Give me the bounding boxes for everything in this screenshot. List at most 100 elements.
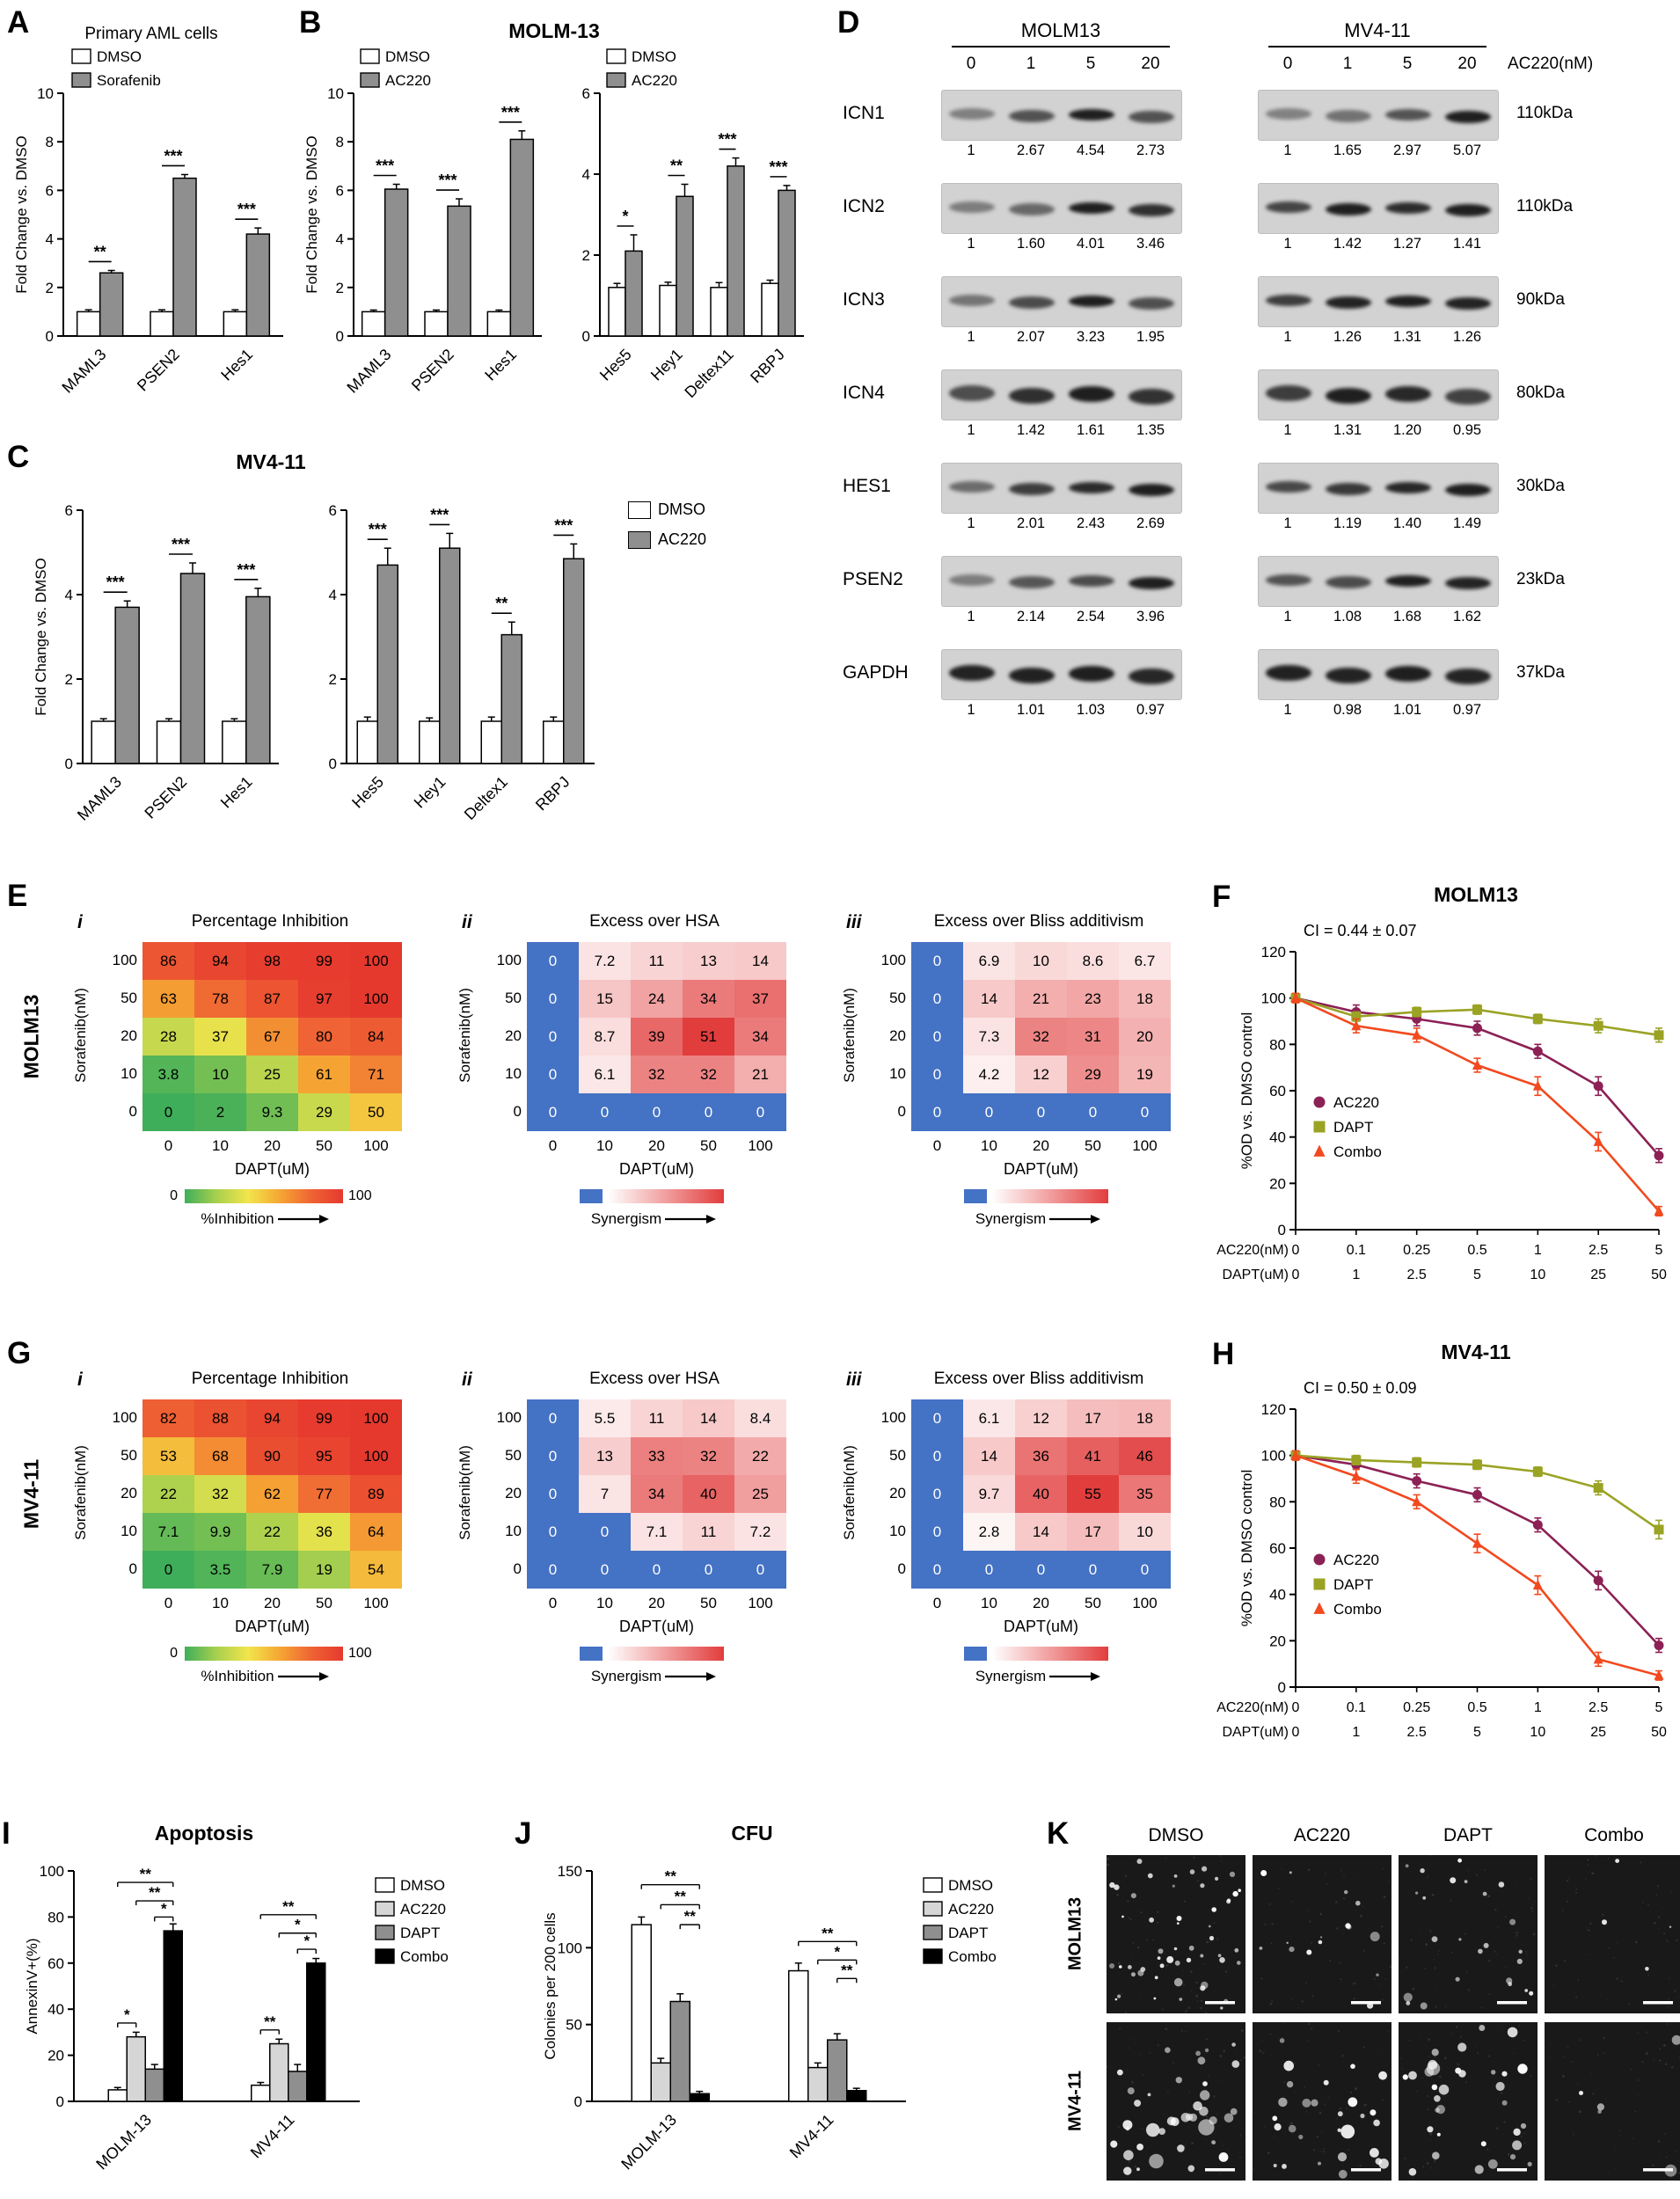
heat-row-tick: 0 xyxy=(513,1560,522,1577)
speck xyxy=(1262,2040,1264,2042)
heat-cell: 9.3 xyxy=(246,1093,298,1131)
speck xyxy=(1659,2048,1662,2050)
speck xyxy=(1320,2130,1323,2133)
shape xyxy=(1091,1215,1101,1224)
panel-j-title: CFU xyxy=(731,1822,773,1845)
speck xyxy=(1141,2128,1143,2130)
heatmap-block-i: i Percentage Inhibition 82 88 94 99 100 53 68 90 9… xyxy=(55,1368,435,1711)
colony-dot xyxy=(1278,2097,1288,2108)
y-tick-label: 0 xyxy=(1278,1222,1286,1238)
heat-cell: 10 xyxy=(1015,942,1067,980)
speck xyxy=(1341,1932,1344,1935)
legend-label: Combo xyxy=(948,1948,997,1965)
speck xyxy=(1552,1985,1554,1987)
blot-quant-value: 1.01 xyxy=(1392,702,1422,718)
heat-col-tick: 50 xyxy=(1085,1137,1101,1154)
heat-cell: 0 xyxy=(911,942,963,980)
colony-dot xyxy=(1114,1884,1120,1890)
speck xyxy=(1120,1992,1123,1996)
speck xyxy=(1670,1891,1673,1893)
x-category-label: PSEN2 xyxy=(408,346,457,395)
heatmap-title: Excess over Bliss additivism xyxy=(933,912,1144,931)
speck xyxy=(1592,2093,1595,2095)
x-category-label: MV4-11 xyxy=(247,2111,298,2162)
panel-d-letter: D xyxy=(837,5,860,40)
blot-quant-value: 4.54 xyxy=(1076,142,1106,158)
speck xyxy=(1185,2031,1187,2033)
blot-quant-value: 2.73 xyxy=(1136,142,1165,158)
heat-cell: 0 xyxy=(911,1551,963,1589)
heat-cell: 0 xyxy=(1119,1093,1171,1131)
colony-dot xyxy=(1436,2132,1441,2137)
scale-bar xyxy=(1205,2168,1235,2172)
speck xyxy=(1213,2095,1216,2098)
speck xyxy=(1205,2038,1209,2041)
marker-triangle xyxy=(1532,1080,1543,1091)
speck xyxy=(1131,2081,1134,2084)
heat-cell: 19 xyxy=(298,1551,350,1589)
dose-label: 1 xyxy=(1026,55,1036,73)
heat-cell: 0 xyxy=(911,1018,963,1056)
blot-quant-value: 3.96 xyxy=(1136,609,1165,625)
blot-PSEN2-MOLM13 xyxy=(941,556,1182,607)
protein-label-ICN4: ICN4 xyxy=(843,383,885,403)
legend-label: Combo xyxy=(1333,1601,1382,1618)
heat-cell: 0 xyxy=(911,980,963,1018)
speck xyxy=(1301,1999,1304,2003)
colony-dot xyxy=(1671,2035,1680,2045)
scale-bar xyxy=(1643,2168,1673,2172)
heat-cell: 39 xyxy=(631,1018,683,1056)
speck xyxy=(1435,1989,1436,1991)
y-tick-label: 100 xyxy=(40,1863,64,1880)
heat-cell: 34 xyxy=(631,1475,683,1513)
speck xyxy=(1200,2006,1202,2009)
blot-quant-value: 1.65 xyxy=(1333,142,1362,158)
heat-col-axis-label: DAPT(uM) xyxy=(1004,1160,1078,1178)
speck xyxy=(1107,1857,1109,1860)
speck xyxy=(1267,2152,1270,2155)
heat-cell: 3.8 xyxy=(142,1056,194,1093)
speck xyxy=(1304,2086,1306,2088)
speck xyxy=(1269,2033,1272,2035)
panel-a: A Primary AML cells 0 2 4 6 8 10 Fold Change v… xyxy=(7,5,297,435)
speck xyxy=(1523,2133,1526,2135)
speck xyxy=(1646,2052,1648,2055)
speck xyxy=(1116,1894,1119,1896)
blot-quant-value: 1.68 xyxy=(1392,609,1422,625)
colony-dot xyxy=(1350,2064,1355,2069)
colony-dot xyxy=(1153,1997,1157,2000)
colony-dot xyxy=(1211,1907,1216,1912)
blot-ICN4-MOLM13 xyxy=(941,369,1182,420)
speck xyxy=(1399,1958,1401,1960)
colony-dot xyxy=(1375,2158,1383,2165)
panel-f-ci: CI = 0.44 ± 0.07 xyxy=(1304,922,1417,939)
speck xyxy=(1438,1950,1441,1953)
speck xyxy=(1666,2023,1669,2025)
blot-band xyxy=(1129,577,1174,589)
speck xyxy=(1666,1940,1669,1942)
speck xyxy=(1674,1990,1676,1992)
speck xyxy=(1324,2103,1326,2106)
speck xyxy=(1591,1872,1595,1875)
speck xyxy=(1630,2068,1633,2071)
heat-cell: 9.9 xyxy=(194,1513,246,1551)
y-tick-label: 60 xyxy=(1269,1083,1286,1100)
heat-cell: 0 xyxy=(527,1399,579,1437)
bar-DMSO-Hes5 xyxy=(608,287,626,337)
speck xyxy=(1161,2008,1164,2011)
speck xyxy=(1606,1998,1609,2001)
colony-dot xyxy=(1408,2167,1417,2176)
speck xyxy=(1261,2051,1265,2055)
panel-c-legend: DMSO AC220 xyxy=(7,440,834,853)
sig-stars: * xyxy=(161,1900,167,1917)
dose-label: 0 xyxy=(1282,55,1293,73)
speck xyxy=(1555,1964,1558,1968)
blot-band xyxy=(1445,389,1491,405)
marker-square xyxy=(1654,1524,1664,1535)
panel-f-letter: F xyxy=(1212,880,1231,914)
colony-image-MOLM13-DAPT xyxy=(1399,1855,1538,2013)
colony-dot xyxy=(1509,1918,1516,1925)
y-tick-label: 6 xyxy=(46,182,54,199)
colony-image-MV4-11-Combo xyxy=(1545,2022,1680,2181)
panel-c-chart-right: 0 2 4 6 Hes5 Hey1 Deltex1 RBPJ *** *** ** *** xyxy=(297,479,605,862)
